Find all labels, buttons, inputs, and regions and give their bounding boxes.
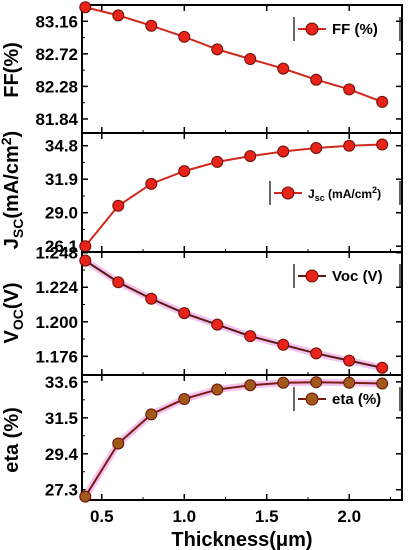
chart-panel-2: 26.1 29.0 31.9 34.8 JSC(mA/cm2) Jsc (mA/cm2) bbox=[0, 131, 403, 256]
data-point bbox=[244, 150, 257, 163]
data-point bbox=[376, 95, 389, 108]
y-tick-label: 27.3 bbox=[45, 481, 78, 500]
y-tick-label: 1.224 bbox=[35, 278, 78, 297]
data-point bbox=[343, 139, 356, 152]
data-point bbox=[310, 347, 323, 360]
y-tick-label: 34.8 bbox=[45, 137, 78, 156]
data-point bbox=[178, 392, 191, 405]
data-point bbox=[79, 254, 92, 267]
data-point bbox=[310, 73, 323, 86]
series-line bbox=[84, 143, 383, 247]
data-point bbox=[277, 338, 290, 351]
data-point bbox=[277, 62, 290, 75]
data-point bbox=[211, 318, 224, 331]
data-point bbox=[244, 330, 257, 343]
y-axis-label: JSC(mA/cm2) bbox=[0, 131, 26, 249]
data-point bbox=[145, 177, 158, 190]
chart-panel-4: 27.3 29.4 31.5 33.6 eta (%) eta (%) bbox=[1, 373, 403, 503]
data-point bbox=[211, 383, 224, 396]
y-tick-label: 1.248 bbox=[35, 244, 78, 263]
plot-frame bbox=[81, 374, 403, 501]
series-line bbox=[85, 6, 383, 103]
data-point bbox=[244, 53, 257, 66]
legend-marker bbox=[305, 22, 319, 36]
data-point bbox=[145, 19, 158, 32]
data-point bbox=[178, 30, 191, 43]
x-axis-label: Thickness(μm) bbox=[171, 529, 312, 550]
y-tick-label: 31.5 bbox=[45, 409, 78, 428]
y-tick-label: 82.72 bbox=[35, 45, 78, 64]
data-point bbox=[343, 376, 356, 389]
legend: Jsc (mA/cm2) bbox=[269, 181, 401, 205]
y-tick-label: 29.0 bbox=[45, 204, 78, 223]
x-tick-label: 1.0 bbox=[172, 507, 196, 526]
data-point bbox=[145, 292, 158, 305]
data-point bbox=[376, 361, 389, 374]
data-point bbox=[310, 142, 323, 155]
y-axis-label: eta (%) bbox=[1, 407, 23, 473]
data-point bbox=[112, 9, 125, 22]
chart-panel-1: 81.84 82.28 82.72 83.16 FF(%) FF (%) bbox=[1, 1, 403, 134]
data-point bbox=[145, 408, 158, 421]
data-point bbox=[211, 155, 224, 168]
y-tick-label: 26.1 bbox=[45, 237, 78, 256]
y-axis-label: FF(%) bbox=[1, 42, 23, 98]
y-tick-label: 1.176 bbox=[35, 347, 78, 366]
chart-panel-3: 1.176 1.200 1.224 1.248 VOC(V) Voc (V) bbox=[1, 244, 403, 376]
legend: eta (%) bbox=[293, 387, 401, 411]
x-tick-label: 0.5 bbox=[90, 507, 114, 526]
data-point bbox=[376, 377, 389, 390]
y-tick-label: 31.9 bbox=[45, 170, 78, 189]
series-line bbox=[84, 259, 383, 369]
y-tick-label: 82.28 bbox=[35, 77, 78, 96]
data-point bbox=[178, 165, 191, 178]
data-point bbox=[343, 354, 356, 367]
data-point bbox=[244, 379, 257, 392]
legend-marker bbox=[305, 392, 319, 406]
series-line bbox=[84, 381, 383, 498]
data-point bbox=[112, 276, 125, 289]
y-tick-label: 83.16 bbox=[35, 12, 78, 31]
data-point bbox=[79, 1, 92, 14]
data-point bbox=[310, 376, 323, 389]
data-point bbox=[277, 376, 290, 389]
data-point bbox=[343, 83, 356, 96]
data-point bbox=[112, 437, 125, 450]
legend-marker bbox=[281, 186, 295, 200]
y-tick-label: 33.6 bbox=[45, 373, 78, 392]
legend-label: Voc (V) bbox=[332, 268, 383, 285]
y-tick-label: 1.200 bbox=[35, 313, 78, 332]
y-axis-label: VOC(V) bbox=[1, 282, 26, 343]
data-point bbox=[79, 490, 92, 503]
data-point bbox=[376, 138, 389, 151]
x-tick-label: 2.0 bbox=[337, 507, 361, 526]
legend-label: Jsc (mA/cm2) bbox=[308, 185, 381, 203]
legend-label: FF (%) bbox=[332, 21, 378, 38]
y-tick-label: 29.4 bbox=[45, 445, 79, 464]
data-point bbox=[79, 240, 92, 253]
data-point bbox=[211, 43, 224, 56]
x-tick-label: 1.5 bbox=[255, 507, 279, 526]
data-point bbox=[178, 307, 191, 320]
data-point bbox=[277, 145, 290, 158]
legend-label: eta (%) bbox=[332, 391, 381, 408]
data-point bbox=[112, 199, 125, 212]
legend-marker bbox=[305, 269, 319, 283]
legend: FF (%) bbox=[293, 17, 401, 41]
legend: Voc (V) bbox=[293, 264, 401, 288]
y-tick-label: 81.84 bbox=[35, 110, 78, 129]
